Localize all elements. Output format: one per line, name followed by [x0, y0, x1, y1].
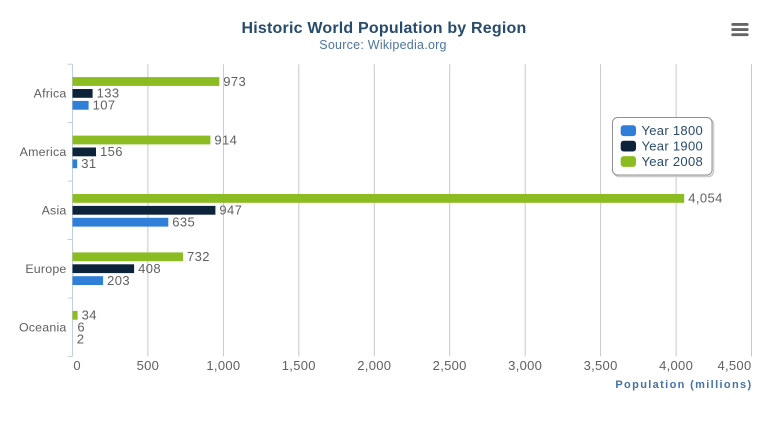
svg-text:635: 635	[172, 215, 195, 230]
svg-text:1,500: 1,500	[282, 358, 316, 373]
svg-text:Asia: Asia	[42, 204, 67, 218]
svg-text:107: 107	[93, 98, 116, 113]
svg-text:732: 732	[187, 249, 210, 264]
svg-text:973: 973	[223, 74, 246, 89]
svg-text:133: 133	[97, 86, 120, 101]
svg-text:2: 2	[77, 331, 85, 346]
svg-text:3,500: 3,500	[584, 358, 618, 373]
svg-text:34: 34	[82, 308, 97, 323]
svg-text:Source: Wikipedia.org: Source: Wikipedia.org	[319, 38, 447, 52]
svg-text:4,500: 4,500	[717, 358, 751, 373]
svg-text:914: 914	[214, 132, 237, 147]
svg-text:Year 1900: Year 1900	[642, 138, 704, 153]
svg-text:156: 156	[100, 144, 123, 159]
svg-text:4,000: 4,000	[659, 358, 693, 373]
svg-text:Oceania: Oceania	[19, 321, 67, 335]
svg-text:America: America	[20, 145, 67, 159]
svg-text:Population (millions): Population (millions)	[615, 379, 752, 391]
svg-text:947: 947	[219, 203, 242, 218]
svg-text:408: 408	[138, 261, 161, 276]
svg-text:3,000: 3,000	[508, 358, 542, 373]
svg-text:2,000: 2,000	[357, 358, 391, 373]
svg-text:4,054: 4,054	[688, 191, 723, 206]
svg-text:Africa: Africa	[34, 87, 67, 101]
svg-text:Europe: Europe	[25, 262, 66, 276]
svg-text:6: 6	[77, 320, 85, 335]
svg-text:Year 2008: Year 2008	[642, 154, 704, 169]
svg-text:Year 1800: Year 1800	[642, 123, 704, 138]
svg-text:Historic World Population by R: Historic World Population by Region	[242, 20, 527, 37]
svg-text:31: 31	[81, 156, 96, 171]
svg-text:2,500: 2,500	[433, 358, 467, 373]
svg-text:1,000: 1,000	[206, 358, 240, 373]
svg-text:203: 203	[107, 273, 130, 288]
svg-text:0: 0	[73, 358, 80, 373]
svg-text:500: 500	[137, 358, 160, 373]
